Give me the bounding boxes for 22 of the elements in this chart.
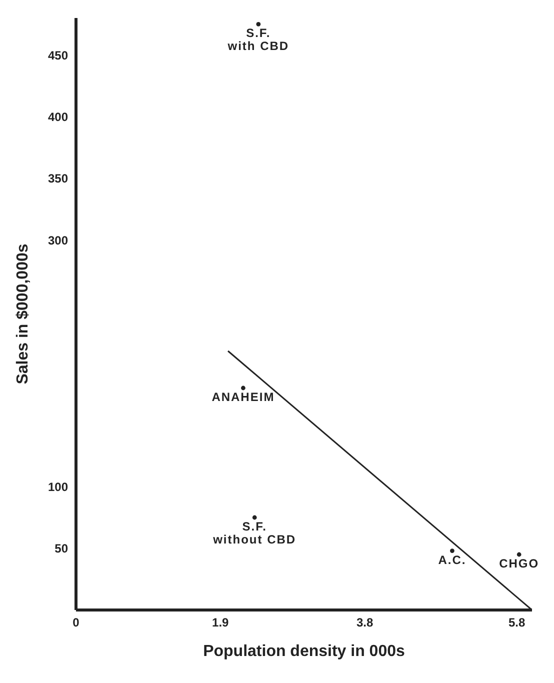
- y-tick-label: 400: [48, 110, 68, 124]
- annotation: ANAHEIM: [212, 390, 275, 404]
- y-tick-label: 50: [54, 542, 68, 556]
- y-tick-label: 350: [48, 172, 68, 186]
- y-tick-label: 450: [48, 48, 68, 62]
- point: [252, 515, 257, 520]
- annotation: A.C.: [438, 552, 466, 567]
- point: [241, 386, 246, 390]
- point: [516, 552, 522, 557]
- point: [450, 548, 454, 553]
- x-axis-title: Population density in 000s: [203, 643, 406, 660]
- y-tick-label: 100: [48, 480, 68, 494]
- annotation: S.F. with CBD: [226, 26, 290, 54]
- annotation: S.F. without CBD: [212, 520, 296, 546]
- x-tick-label: 0: [72, 616, 80, 630]
- x-tick-label: 1.9: [212, 616, 230, 630]
- x-tick-label: 5.8: [508, 616, 526, 630]
- x-tick-label: 3.8: [356, 616, 374, 630]
- y-tick-label: 300: [48, 233, 68, 248]
- point: [256, 22, 261, 26]
- y-axis-title: Sales in $000,000s: [14, 244, 32, 384]
- annotation: CHGO: [499, 556, 540, 570]
